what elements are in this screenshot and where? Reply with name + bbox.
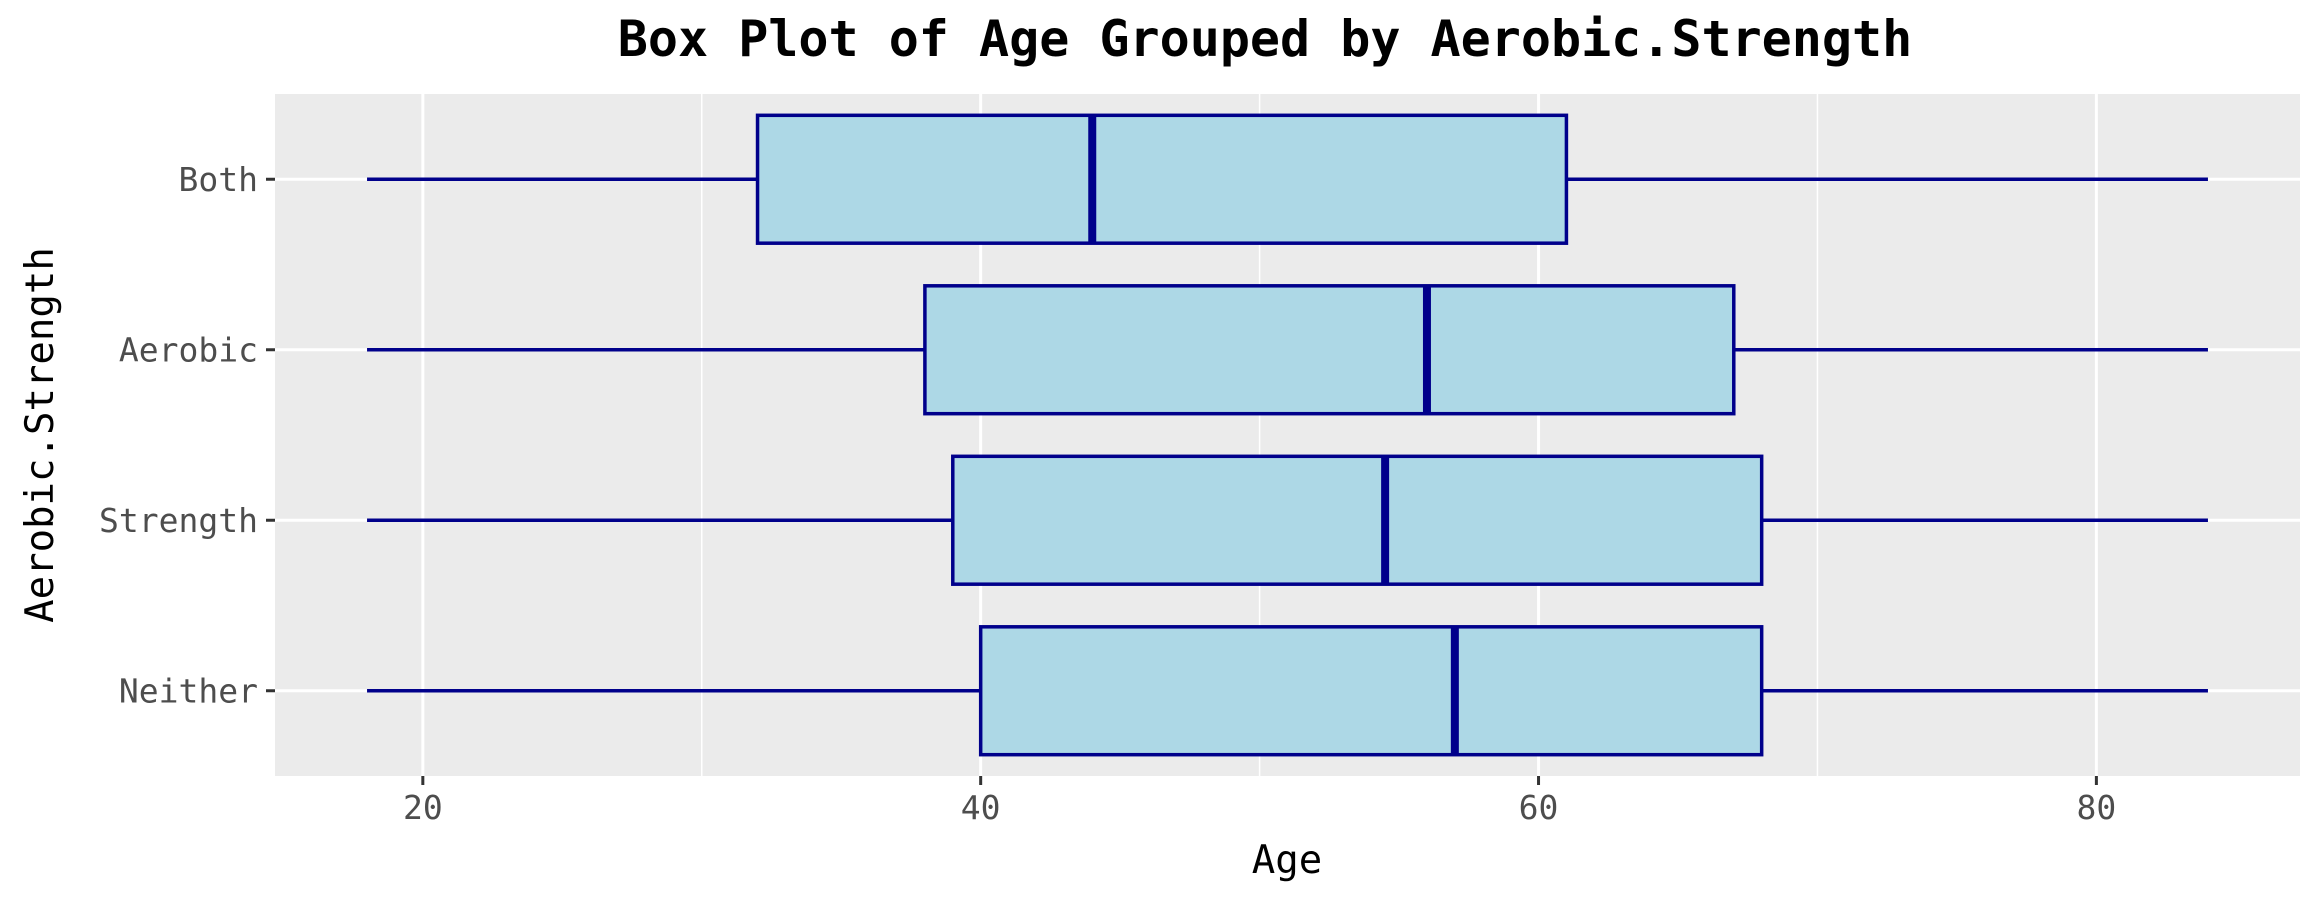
x-axis-title: Age bbox=[1252, 838, 1322, 883]
y-axis: Both Aerobic Strength Neither bbox=[99, 160, 275, 710]
box-iqr bbox=[755, 113, 1569, 245]
box-both bbox=[367, 113, 2208, 245]
box-iqr bbox=[978, 625, 1764, 757]
box-strength bbox=[367, 454, 2208, 586]
y-tick-label: Both bbox=[179, 160, 258, 199]
y-tick-label: Neither bbox=[119, 671, 258, 710]
box-neither bbox=[367, 625, 2208, 757]
y-tick-label: Aerobic bbox=[119, 330, 258, 369]
box-layer bbox=[367, 113, 2208, 757]
x-tick-label: 60 bbox=[1519, 788, 1559, 827]
box-iqr bbox=[923, 284, 1736, 416]
x-tick-label: 20 bbox=[403, 788, 443, 827]
x-tick-label: 80 bbox=[2077, 788, 2117, 827]
box-iqr bbox=[951, 454, 1764, 586]
y-axis-title: Aerobic.Strength bbox=[18, 247, 63, 623]
x-tick-label: 40 bbox=[961, 788, 1001, 827]
box-aerobic bbox=[367, 284, 2208, 416]
y-tick-label: Strength bbox=[99, 501, 258, 540]
x-axis: 20 40 60 80 bbox=[403, 776, 2116, 827]
chart-title: Box Plot of Age Grouped by Aerobic.Stren… bbox=[618, 10, 1912, 68]
